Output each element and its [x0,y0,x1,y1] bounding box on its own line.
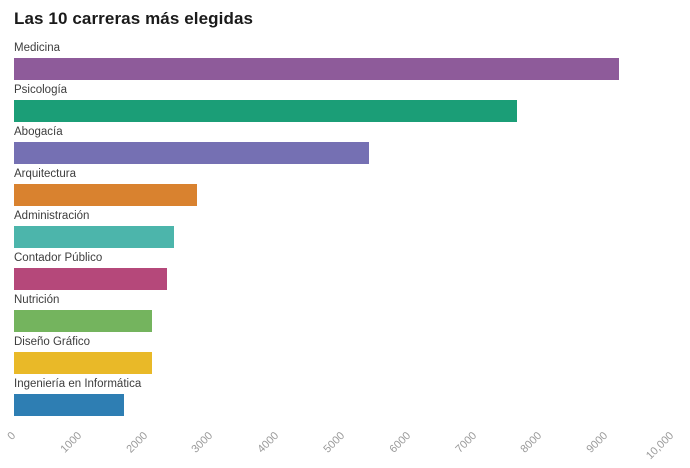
x-tick-label: 5000 [321,429,348,456]
bar [14,352,152,374]
bar-row: Diseño Gráfico [14,336,672,378]
x-tick-label: 7000 [453,429,479,456]
bar-label: Nutrición [14,294,60,306]
bar-row: Nutrición [14,294,672,336]
bar-label: Psicología [14,84,68,96]
bar-label: Medicina [14,42,61,54]
bar-row: Administración [14,210,672,252]
x-tick-label: 9000 [584,429,611,456]
bar-label: Administración [14,210,90,222]
bar [14,100,518,122]
plot-area: Medicina Psicología Abogacía Arquitectura Ad… [14,42,672,420]
bar-label: Ingeniería en Informática [14,378,142,390]
x-tick-label: 6000 [387,429,414,456]
bar-row: Psicología [14,84,672,126]
x-tick-label: 3000 [189,429,216,456]
bar-label: Arquitectura [14,168,77,180]
bar [14,310,153,332]
bar-row: Medicina [14,42,672,84]
bar-row: Ingeniería en Informática [14,378,672,420]
bar-row: Abogacía [14,126,672,168]
x-tick-label: 10,000 [643,429,677,463]
x-axis: 0 1000 2000 3000 4000 5000 6000 7000 8000 9000 10,… [5,420,676,468]
bar [14,58,620,80]
x-tick-label: 1000 [58,429,85,456]
bar-chart: Las 10 carreras más elegidas Medicina Psi… [0,9,690,468]
bar-label: Abogacía [14,126,63,138]
bar [14,268,167,290]
bar [14,394,124,416]
bar-label: Diseño Gráfico [14,336,91,348]
x-tick-label: 2000 [124,429,150,456]
bar-row: Arquitectura [14,168,672,210]
bar [14,184,197,206]
bar-label: Contador Público [14,252,103,264]
x-tick-label: 0 [5,429,19,443]
chart-title: Las 10 carreras más elegidas [14,9,254,28]
x-tick-label: 8000 [518,429,545,456]
bar [14,226,174,248]
bar [14,142,370,164]
x-tick-label: 4000 [255,429,282,456]
bar-row: Contador Público [14,252,672,294]
